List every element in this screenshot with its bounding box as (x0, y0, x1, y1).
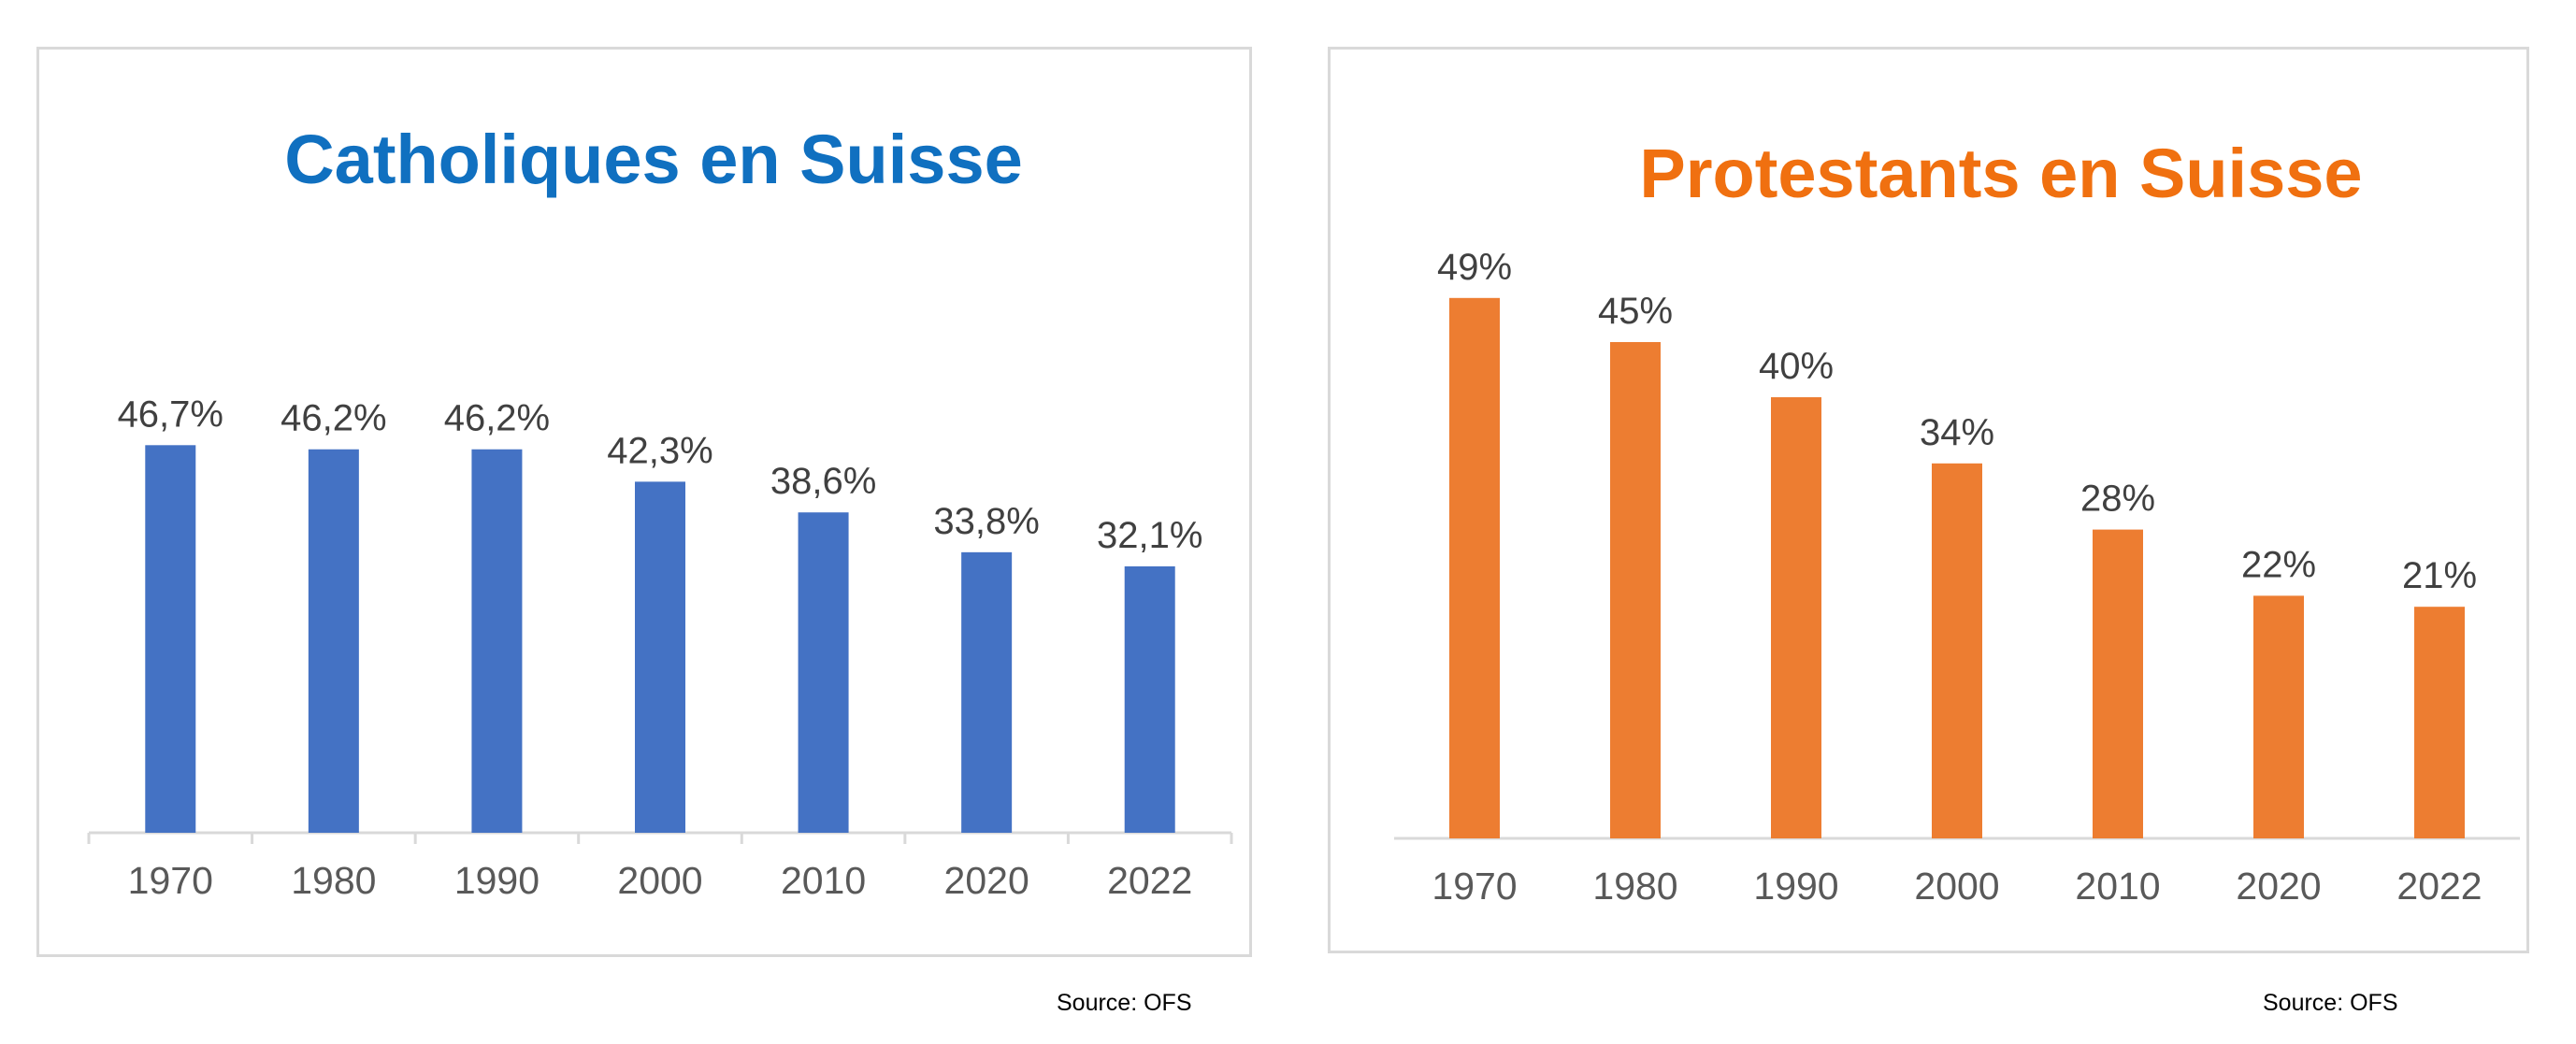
bar-1970 (145, 445, 196, 833)
data-label: 22% (2241, 544, 2316, 585)
chart-title: Catholiques en Suisse (284, 121, 1023, 198)
data-label: 40% (1759, 346, 1834, 387)
x-tick-label: 1990 (454, 859, 540, 902)
data-label: 21% (2402, 555, 2477, 596)
data-label: 33,8% (933, 501, 1039, 542)
source-note: Source: OFS (1057, 990, 1192, 1016)
data-label: 38,6% (770, 461, 876, 502)
x-tick-label: 2022 (2396, 865, 2482, 908)
data-label: 46,2% (281, 398, 386, 439)
bar-1980 (1610, 342, 1661, 838)
catholics-chart-panel: Catholiques en Suisse 46,7% 1970 46,2% 1980… (36, 47, 1252, 957)
bar-1990 (1771, 397, 1821, 838)
bar-2010 (2093, 529, 2143, 838)
bar-1990 (471, 449, 523, 833)
x-tick-label: 2020 (944, 859, 1029, 902)
bar-2022 (1124, 565, 1175, 833)
data-label: 46,7% (118, 393, 223, 435)
x-tick-label: 2010 (781, 859, 866, 902)
x-tick-label: 1970 (128, 859, 213, 902)
data-label: 34% (1920, 412, 1994, 453)
bar-2010 (798, 512, 849, 833)
chart-title: Protestants en Suisse (1639, 135, 2363, 212)
x-tick-label: 2020 (2236, 865, 2321, 908)
data-label: 42,3% (607, 430, 712, 471)
data-label: 49% (1437, 247, 1512, 288)
protestants-chart-panel: Protestants en Suisse 49% 1970 45% 1980 40% 1… (1328, 47, 2529, 953)
x-tick-label: 1980 (291, 859, 376, 902)
x-tick-label: 1970 (1432, 865, 1517, 908)
bar-2020 (2253, 595, 2304, 838)
x-tick-label: 1990 (1753, 865, 1838, 908)
bar-2020 (961, 551, 1013, 833)
x-tick-label: 2000 (617, 859, 702, 902)
bar-2022 (2414, 607, 2465, 838)
data-label: 28% (2080, 479, 2155, 520)
bar-2000 (635, 481, 685, 833)
catholics-bar-chart: 46,7% 1970 46,2% 1980 46,2% 1990 42,3% 2000 38,6… (87, 393, 1233, 902)
data-label: 32,1% (1097, 515, 1202, 556)
data-label: 45% (1598, 291, 1673, 332)
bar-1970 (1449, 297, 1500, 838)
bar-2000 (1932, 463, 1982, 838)
x-tick-label: 1980 (1592, 865, 1677, 908)
x-tick-label: 2000 (1914, 865, 1999, 908)
x-tick-label: 2022 (1107, 859, 1192, 902)
x-tick-label: 2010 (2075, 865, 2160, 908)
protestants-bar-chart: 49% 1970 45% 1980 40% 1990 34% 2000 28% 2010 22% 20… (1394, 247, 2520, 908)
bar-1980 (308, 449, 359, 833)
source-note: Source: OFS (2263, 990, 2398, 1016)
data-label: 46,2% (444, 398, 550, 439)
